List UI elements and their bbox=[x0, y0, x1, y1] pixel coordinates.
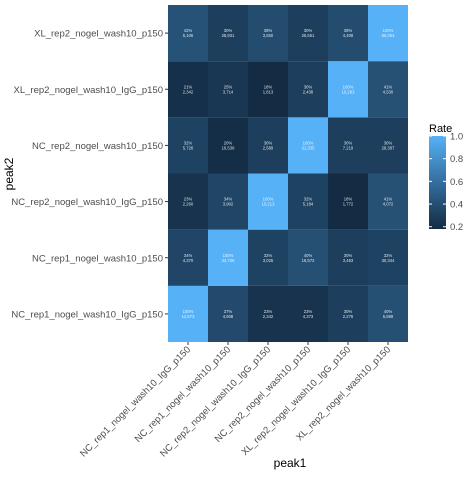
cell-label: 18% 1,772 bbox=[343, 197, 354, 207]
heatmap-cell bbox=[328, 61, 368, 118]
cell-label: 30% 3,463 bbox=[343, 253, 354, 263]
heatmap-cell bbox=[168, 229, 208, 286]
cell-label: 25% 3,714 bbox=[223, 84, 234, 94]
heatmap-cell bbox=[208, 229, 248, 286]
heatmap-cell bbox=[328, 5, 368, 62]
y-tick-label: NC_rep1_nogel_wash10_IgG_p150 bbox=[11, 309, 163, 320]
cell-label: 100% 34,736 bbox=[222, 253, 235, 263]
cell-label: 32% 30,344 bbox=[382, 253, 395, 263]
heatmap-cell bbox=[208, 61, 248, 118]
cell-label: 100% 12,573 bbox=[182, 309, 195, 319]
heatmap-cell bbox=[288, 173, 328, 230]
heatmap-cell bbox=[248, 117, 288, 174]
heatmap-cell bbox=[288, 229, 328, 286]
cell-label: 23% 2,342 bbox=[263, 309, 274, 319]
cell-label: 100% 31,335 bbox=[302, 140, 315, 150]
legend-tick-label: 0.8 bbox=[450, 154, 463, 165]
heatmap-cell bbox=[168, 173, 208, 230]
heatmap-cell bbox=[248, 5, 288, 62]
legend-tick-label: 0.2 bbox=[450, 222, 463, 233]
heatmap-cell bbox=[288, 285, 328, 342]
cell-label: 100% 66,064 bbox=[382, 28, 395, 38]
heatmap-cell bbox=[368, 117, 408, 174]
y-axis-title: peak2 bbox=[2, 157, 16, 190]
cell-label: 37% 4,608 bbox=[223, 309, 234, 319]
heatmap-cell bbox=[208, 5, 248, 62]
heatmap-cell bbox=[328, 229, 368, 286]
heatmap-cell bbox=[248, 173, 288, 230]
cell-label: 18% 1,813 bbox=[263, 84, 274, 94]
heatmap-cell bbox=[208, 117, 248, 174]
y-tick-label: NC_rep2_nogel_wash10_p150 bbox=[32, 141, 163, 152]
y-tick-label: NC_rep1_nogel_wash10_p150 bbox=[32, 253, 163, 264]
legend-ticks: 1.0 0.8 0.6 0.4 0.2 bbox=[429, 132, 463, 233]
cell-label: 100% 10,283 bbox=[342, 84, 355, 94]
heatmap-cell bbox=[368, 285, 408, 342]
cell-label: 34% 3,902 bbox=[223, 197, 234, 207]
heatmap-cell bbox=[368, 5, 408, 62]
cell-label: 30% 28,387 bbox=[382, 140, 395, 150]
cell-label: 23% 4,373 bbox=[303, 309, 314, 319]
cell-label: 32% 3,025 bbox=[263, 253, 274, 263]
heatmap-cell bbox=[288, 61, 328, 118]
y-tick-label: XL_rep2_nogel_wash10_IgG_p150 bbox=[14, 85, 164, 96]
heatmap-cell bbox=[328, 117, 368, 174]
heatmap-cell-labels: 100% 12,573 37% 4,608 23% 2,342 23% 4,373 30% 2,2… bbox=[182, 28, 395, 319]
legend-tick-label: 0.6 bbox=[450, 177, 463, 188]
heatmap-cell bbox=[168, 285, 208, 342]
heatmap-cells bbox=[168, 5, 408, 342]
heatmap-cell bbox=[328, 285, 368, 342]
cell-label: 38% 3,650 bbox=[263, 28, 274, 38]
cell-label: 21% 2,342 bbox=[183, 84, 194, 94]
heatmap-cell bbox=[288, 117, 328, 174]
cell-label: 23% 2,260 bbox=[183, 197, 194, 207]
x-axis-title: peak1 bbox=[274, 456, 307, 470]
legend-title: Rate bbox=[429, 123, 452, 135]
heatmap-cell bbox=[208, 173, 248, 230]
color-legend: Rate 1.0 0.8 0.6 0.4 0.2 bbox=[429, 123, 463, 233]
y-axis: NC_rep1_nogel_wash10_IgG_p150 NC_rep1_nog… bbox=[11, 29, 168, 320]
cell-label: 30% 2,438 bbox=[303, 84, 314, 94]
y-tick-label: NC_rep2_nogel_wash10_IgG_p150 bbox=[11, 197, 163, 208]
cell-label: 40% 16,572 bbox=[302, 253, 315, 263]
legend-colorbar bbox=[429, 136, 446, 229]
cell-label: 41% 4,530 bbox=[383, 84, 394, 94]
legend-tick-label: 0.4 bbox=[450, 200, 463, 211]
heatmap-cell bbox=[368, 229, 408, 286]
y-tick-label: XL_rep2_nogel_wash10_p150 bbox=[34, 29, 163, 40]
cell-label: 30% 26,551 bbox=[302, 28, 315, 38]
cell-label: 30% 2,276 bbox=[343, 309, 354, 319]
heatmap-cell bbox=[288, 5, 328, 62]
cell-label: 32% 5,184 bbox=[303, 197, 314, 207]
heatmap-cell bbox=[168, 61, 208, 118]
heatmap-cell bbox=[248, 229, 288, 286]
cell-label: 40% 5,889 bbox=[383, 309, 394, 319]
cell-label: 42% 5,106 bbox=[183, 28, 194, 38]
cell-label: 38% 4,408 bbox=[343, 28, 354, 38]
heatmap-cell bbox=[208, 285, 248, 342]
heatmap-cell bbox=[328, 173, 368, 230]
heatmap-cell bbox=[168, 117, 208, 174]
heatmap-cell bbox=[248, 61, 288, 118]
cell-label: 34% 4,370 bbox=[183, 253, 194, 263]
cell-label: 41% 4,072 bbox=[383, 197, 394, 207]
heatmap-cell bbox=[368, 173, 408, 230]
heatmap-cell bbox=[368, 61, 408, 118]
cell-label: 20% 16,536 bbox=[222, 140, 235, 150]
heatmap-cell bbox=[248, 285, 288, 342]
legend-tick-label: 1.0 bbox=[450, 132, 463, 143]
cell-label: 30% 28,831 bbox=[222, 28, 235, 38]
heatmap-cell bbox=[168, 5, 208, 62]
cell-label: 30% 2,589 bbox=[263, 140, 274, 150]
cell-label: 32% 5,726 bbox=[183, 140, 194, 150]
cell-label: 100% 10,213 bbox=[262, 197, 275, 207]
cell-label: 30% 7,219 bbox=[343, 140, 354, 150]
